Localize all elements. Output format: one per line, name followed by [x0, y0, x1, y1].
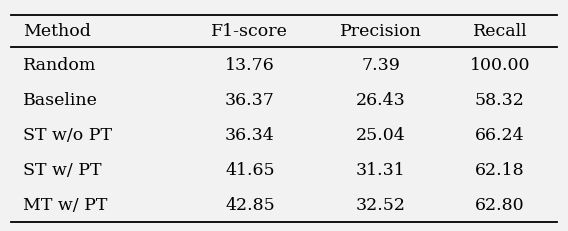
Text: 13.76: 13.76	[225, 56, 275, 73]
Text: 62.18: 62.18	[475, 161, 525, 178]
Text: 26.43: 26.43	[356, 91, 406, 108]
Text: 32.52: 32.52	[356, 196, 406, 213]
Text: ST w/o PT: ST w/o PT	[23, 126, 112, 143]
Text: F1-score: F1-score	[211, 23, 289, 40]
Text: Precision: Precision	[340, 23, 421, 40]
Text: 58.32: 58.32	[475, 91, 525, 108]
Text: 42.85: 42.85	[225, 196, 275, 213]
Text: 100.00: 100.00	[470, 56, 530, 73]
Text: 66.24: 66.24	[475, 126, 525, 143]
Text: ST w/ PT: ST w/ PT	[23, 161, 101, 178]
Text: 36.34: 36.34	[225, 126, 275, 143]
Text: 36.37: 36.37	[225, 91, 275, 108]
Text: 25.04: 25.04	[356, 126, 406, 143]
Text: Recall: Recall	[473, 23, 527, 40]
Text: Method: Method	[23, 23, 90, 40]
Text: 7.39: 7.39	[361, 56, 400, 73]
Text: 62.80: 62.80	[475, 196, 525, 213]
Text: 41.65: 41.65	[225, 161, 275, 178]
Text: MT w/ PT: MT w/ PT	[23, 196, 107, 213]
Text: 31.31: 31.31	[356, 161, 406, 178]
Text: Baseline: Baseline	[23, 91, 98, 108]
Text: Random: Random	[23, 56, 96, 73]
